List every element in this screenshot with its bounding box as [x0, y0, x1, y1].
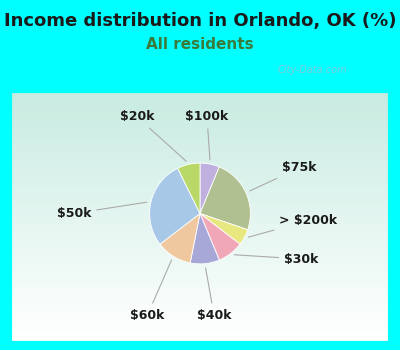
- Wedge shape: [160, 214, 200, 263]
- Bar: [10, 103, 390, 108]
- Wedge shape: [200, 214, 248, 244]
- Text: $30k: $30k: [234, 252, 319, 266]
- Wedge shape: [190, 214, 219, 264]
- Bar: [10, 204, 390, 209]
- Bar: [10, 300, 390, 305]
- Bar: [10, 296, 390, 301]
- Bar: [10, 330, 390, 335]
- Bar: [10, 220, 390, 225]
- Bar: [10, 237, 390, 242]
- Bar: [10, 262, 390, 267]
- Bar: [10, 94, 390, 99]
- Bar: [10, 170, 390, 175]
- Bar: [10, 317, 390, 322]
- Bar: [10, 162, 390, 167]
- Text: $20k: $20k: [120, 110, 186, 161]
- Text: $60k: $60k: [130, 260, 172, 322]
- Bar: [10, 338, 390, 343]
- Bar: [10, 183, 390, 188]
- Wedge shape: [178, 163, 200, 214]
- Bar: [10, 187, 390, 192]
- Bar: [10, 279, 390, 284]
- Bar: [10, 124, 390, 129]
- Text: Income distribution in Orlando, OK (%): Income distribution in Orlando, OK (%): [4, 12, 396, 30]
- Text: All residents: All residents: [146, 37, 254, 52]
- Bar: [10, 216, 390, 221]
- Bar: [10, 225, 390, 230]
- Bar: [10, 334, 390, 339]
- Bar: [10, 195, 390, 200]
- Bar: [10, 149, 390, 154]
- Bar: [10, 199, 390, 204]
- Bar: [10, 91, 390, 343]
- Bar: [10, 166, 390, 171]
- Text: $75k: $75k: [250, 161, 317, 191]
- Bar: [10, 191, 390, 196]
- Bar: [10, 229, 390, 234]
- Bar: [10, 116, 390, 120]
- Bar: [10, 141, 390, 146]
- Bar: [10, 326, 390, 330]
- Bar: [10, 313, 390, 318]
- Bar: [10, 271, 390, 276]
- Text: City-Data.com: City-Data.com: [277, 65, 347, 75]
- Bar: [10, 99, 390, 104]
- Bar: [10, 241, 390, 246]
- Bar: [10, 309, 390, 314]
- Bar: [10, 136, 390, 141]
- Bar: [10, 90, 390, 95]
- Bar: [10, 120, 390, 125]
- Bar: [10, 267, 390, 272]
- Bar: [10, 132, 390, 137]
- Bar: [10, 111, 390, 116]
- Wedge shape: [200, 163, 219, 214]
- Bar: [10, 158, 390, 162]
- Bar: [10, 254, 390, 259]
- Bar: [10, 246, 390, 251]
- Bar: [10, 145, 390, 150]
- Bar: [10, 292, 390, 297]
- Bar: [10, 250, 390, 255]
- Bar: [10, 275, 390, 280]
- Text: $50k: $50k: [57, 202, 147, 220]
- Text: > $200k: > $200k: [248, 214, 338, 237]
- Wedge shape: [200, 214, 240, 260]
- Bar: [10, 212, 390, 217]
- Text: $100k: $100k: [185, 110, 229, 160]
- Bar: [10, 208, 390, 213]
- Text: $40k: $40k: [197, 268, 231, 322]
- Wedge shape: [150, 168, 200, 244]
- Bar: [10, 153, 390, 158]
- Bar: [10, 288, 390, 293]
- Wedge shape: [200, 167, 250, 230]
- Bar: [10, 284, 390, 288]
- Bar: [10, 258, 390, 263]
- Bar: [10, 304, 390, 309]
- Bar: [10, 128, 390, 133]
- Bar: [10, 174, 390, 179]
- Bar: [10, 321, 390, 326]
- Bar: [10, 107, 390, 112]
- Bar: [10, 233, 390, 238]
- Bar: [10, 178, 390, 183]
